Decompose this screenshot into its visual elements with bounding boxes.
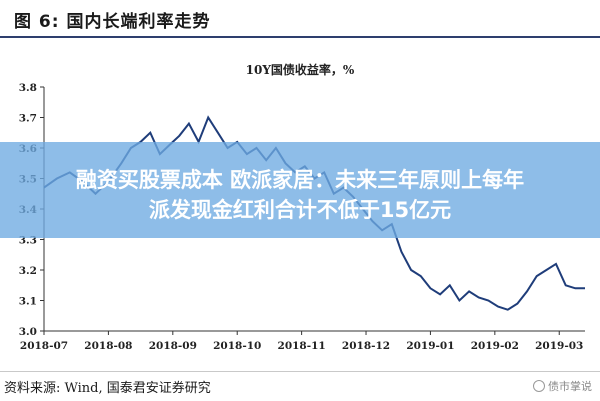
source-note: 资料来源: Wind, 国泰君安证券研究 (4, 381, 211, 396)
overlay-headline-line-2: 派发现金红利合计不低于15亿元 (148, 198, 452, 222)
x-tick-label: 2018-10 (213, 340, 261, 352)
y-tick-label: 3.0 (19, 326, 37, 338)
x-axis-ticks: 2018-07 2018-08 2018-09 2018-10 2018-11 2018-… (20, 331, 583, 352)
watermark: 债市掌说 (533, 378, 592, 394)
y-tick-label: 3.2 (19, 265, 37, 277)
x-tick-label: 2019-01 (406, 340, 454, 352)
figure-title: 图 6: 国内长端利率走势 (14, 12, 211, 32)
headline-overlay: 融资买股票成本 欧派家居：未来三年原则上每年 派发现金红利合计不低于15亿元 (0, 142, 600, 238)
watermark-icon (533, 380, 545, 392)
x-tick-label: 2019-03 (535, 340, 583, 352)
figure-header: 图 6: 国内长端利率走势 (0, 0, 600, 38)
watermark-text: 债市掌说 (548, 380, 592, 393)
source-bar: 资料来源: Wind, 国泰君安证券研究 债市掌说 (0, 371, 600, 401)
y-tick-label: 3.1 (19, 296, 37, 308)
chart-title: 10Y国债收益率，% (246, 62, 355, 77)
overlay-headline-line-1: 融资买股票成本 欧派家居：未来三年原则上每年 (75, 168, 525, 192)
x-tick-label: 2018-11 (278, 340, 326, 352)
x-tick-label: 2018-09 (149, 340, 197, 352)
y-tick-label: 3.8 (19, 82, 37, 94)
x-tick-label: 2018-12 (342, 340, 390, 352)
x-tick-label: 2018-08 (84, 340, 132, 352)
x-tick-label: 2018-07 (20, 340, 68, 352)
x-tick-label: 2019-02 (471, 340, 519, 352)
y-tick-label: 3.7 (19, 113, 37, 125)
